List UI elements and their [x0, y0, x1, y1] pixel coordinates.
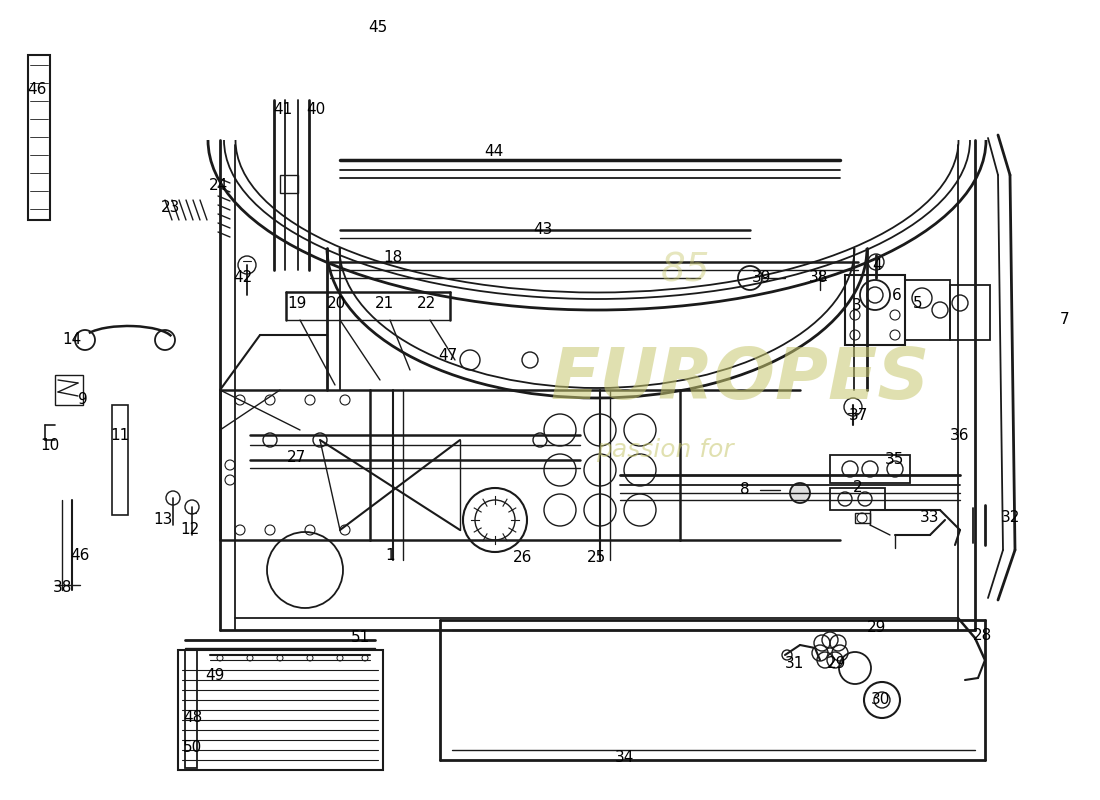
Text: 46: 46: [70, 547, 90, 562]
Text: 13: 13: [153, 513, 173, 527]
Text: 26: 26: [514, 550, 532, 566]
Text: 1: 1: [385, 547, 395, 562]
Text: 22: 22: [417, 295, 437, 310]
Bar: [55, 375, 82, 405]
Text: 6: 6: [892, 289, 902, 303]
Circle shape: [790, 483, 810, 503]
Text: 3: 3: [852, 298, 862, 313]
Text: 11: 11: [110, 427, 130, 442]
Text: 27: 27: [287, 450, 307, 466]
Text: 25: 25: [586, 550, 606, 566]
Bar: [830, 488, 886, 510]
Text: 38: 38: [53, 581, 72, 595]
Text: 4: 4: [872, 258, 882, 273]
Text: 39: 39: [752, 270, 772, 286]
Text: 19: 19: [287, 295, 307, 310]
Text: 41: 41: [274, 102, 293, 118]
Text: 34: 34: [615, 750, 635, 766]
Text: 14: 14: [63, 333, 81, 347]
Bar: [950, 285, 990, 340]
Text: 23: 23: [162, 199, 180, 214]
Text: 9: 9: [78, 393, 88, 407]
Text: 43: 43: [534, 222, 552, 237]
Text: 32: 32: [1000, 510, 1020, 526]
Text: 10: 10: [41, 438, 59, 453]
Text: 45: 45: [368, 21, 387, 35]
Text: 33: 33: [921, 510, 939, 526]
Text: 42: 42: [233, 270, 253, 286]
Bar: [178, 650, 383, 770]
Text: 46: 46: [28, 82, 46, 98]
Text: 48: 48: [184, 710, 202, 726]
Bar: [112, 405, 128, 515]
Text: 18: 18: [384, 250, 403, 266]
Text: EUROPES: EUROPES: [550, 346, 930, 414]
Text: 5: 5: [913, 297, 923, 311]
Text: 44: 44: [484, 145, 504, 159]
Text: 35: 35: [886, 453, 904, 467]
Text: passion for: passion for: [596, 438, 734, 462]
Text: 2: 2: [854, 481, 862, 495]
Text: 20: 20: [328, 295, 346, 310]
Text: 47: 47: [439, 347, 458, 362]
Text: 28: 28: [974, 627, 992, 642]
Text: 21: 21: [375, 295, 395, 310]
Bar: [905, 280, 950, 340]
Text: 24: 24: [208, 178, 228, 193]
Text: 50: 50: [184, 741, 202, 755]
Text: 12: 12: [180, 522, 199, 538]
Bar: [280, 175, 298, 193]
Text: 30: 30: [870, 693, 890, 707]
Text: 36: 36: [950, 427, 970, 442]
Text: 29: 29: [827, 657, 847, 671]
Bar: [28, 55, 50, 220]
Text: 40: 40: [307, 102, 326, 118]
Bar: [855, 513, 870, 523]
Text: 8: 8: [740, 482, 750, 498]
Text: 29: 29: [867, 621, 887, 635]
Bar: [185, 650, 197, 768]
Text: 7: 7: [1060, 313, 1070, 327]
Text: 85: 85: [660, 251, 710, 289]
Text: 49: 49: [206, 667, 224, 682]
Text: 37: 37: [848, 407, 868, 422]
Text: 51: 51: [351, 630, 370, 645]
Bar: [845, 275, 905, 345]
Bar: [830, 455, 910, 483]
Text: 31: 31: [785, 657, 805, 671]
Text: 38: 38: [808, 270, 827, 286]
